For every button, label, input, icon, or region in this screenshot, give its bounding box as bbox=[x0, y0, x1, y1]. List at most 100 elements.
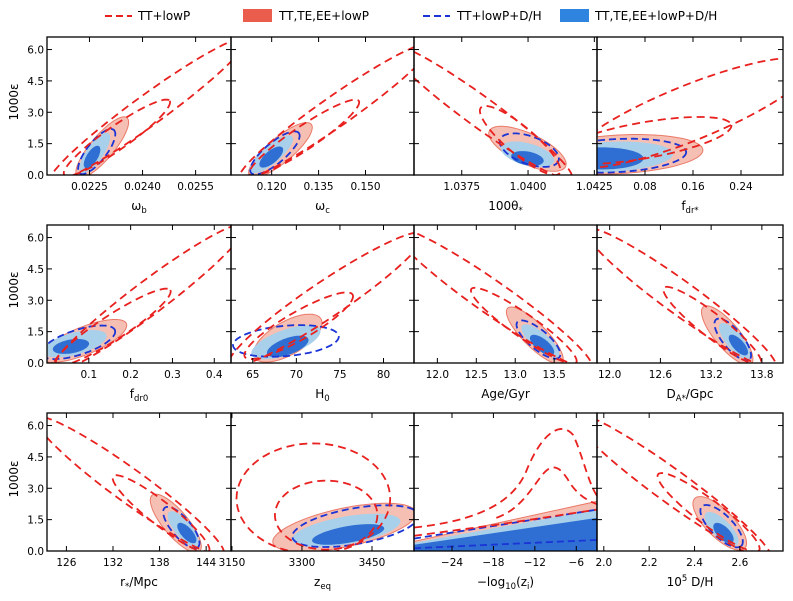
panel-z-eq: 3150 3300 3450 zeq bbox=[219, 412, 415, 592]
legend-swatch-ttteee-dh bbox=[560, 9, 589, 22]
panel-f-dr-star: 0.08 0.16 0.24 fdr* bbox=[596, 36, 784, 216]
x-tick-label-r-star-0: 126 bbox=[56, 557, 76, 569]
contour-tt-lowp-95-omega-b bbox=[50, 40, 231, 175]
x-tick-label-log-zi-1: −18 bbox=[482, 557, 504, 569]
panel-frame-r-star bbox=[46, 412, 232, 552]
contour-tt-lowp-dh-omega-c bbox=[249, 130, 301, 175]
legend-label-tt-lowp-dh: TT+lowP+D/H bbox=[456, 9, 542, 23]
x-axis-label-r-star: r*/Mpc bbox=[120, 575, 158, 592]
contour-tt-lowp-dh-h0 bbox=[232, 324, 340, 358]
contour-ttteee-dh-68-f-dr0 bbox=[52, 338, 90, 354]
y-axis-label-row-0: 1000ε bbox=[7, 83, 21, 120]
contour-tt-lowp-68-log-zi bbox=[496, 466, 597, 519]
y-tick-label-f-dr0-4: 6.0 bbox=[27, 233, 44, 245]
panel-age: 12.0 12.5 13.0 13.5 Age/Gyr bbox=[413, 224, 598, 401]
x-tick-label-log-zi-0: −24 bbox=[441, 557, 463, 569]
contour-tt-lowp-68-r-star bbox=[111, 474, 211, 551]
contour-tt-lowp-68-h0 bbox=[243, 291, 354, 361]
panel-r-star: 126 132 138 144 0.0 1.5 3.0 4.5 6.0 r*/Mpc bbox=[27, 412, 232, 592]
x-tick-label-z-eq-1: 3300 bbox=[289, 557, 316, 569]
x-tick-label-theta-0: 1.0375 bbox=[443, 181, 480, 193]
panel-d-h: 2.0 2.2 2.4 2.6 105 D/H bbox=[595, 412, 784, 589]
contour-tt-lowp-95-omega-c bbox=[238, 46, 414, 175]
contour-tt-lowp-band-log-zi bbox=[414, 508, 597, 537]
x-axis-label-theta: 100θ* bbox=[488, 199, 523, 216]
contour-tt-lowp-95-age bbox=[414, 231, 593, 363]
panel-frame-f-dr-star bbox=[596, 36, 784, 176]
contour-tt-lowp-68-f-dr-star bbox=[597, 116, 733, 165]
x-axis-label-omega-b: ωb bbox=[131, 199, 146, 216]
y-tick-label-r-star-0: 0.0 bbox=[27, 546, 44, 558]
x-axis-label-age: Age/Gyr bbox=[481, 387, 530, 401]
x-tick-label-log-zi-3: −6 bbox=[569, 557, 585, 569]
x-tick-label-d-a-0: 12.0 bbox=[598, 369, 621, 381]
x-axis-label-d-h: 105 D/H bbox=[667, 574, 714, 589]
legend-label-tt-lowp: TT+lowP bbox=[137, 9, 190, 23]
y-tick-label-f-dr0-2: 3.0 bbox=[27, 295, 44, 307]
x-tick-label-f-dr-star-2: 0.24 bbox=[729, 181, 753, 193]
x-tick-label-theta-2: 1.0425 bbox=[576, 181, 613, 193]
legend-label-ttteee-dh: TT,TE,EE+lowP+D/H bbox=[594, 9, 717, 23]
x-axis-label-z-eq: zeq bbox=[314, 575, 331, 592]
contour-tt-lowp-95-z-eq bbox=[235, 442, 392, 551]
x-tick-label-age-2: 13.0 bbox=[504, 369, 527, 381]
panel-frame-omega-b bbox=[46, 36, 232, 176]
y-tick-label-omega-b-1: 1.5 bbox=[27, 139, 44, 151]
x-tick-label-z-eq-2: 3450 bbox=[359, 557, 386, 569]
y-tick-label-r-star-4: 6.0 bbox=[27, 421, 44, 433]
contour-ttteee-dh-68-d-h bbox=[713, 522, 734, 544]
panel-frame-d-h bbox=[596, 412, 784, 552]
contour-tt-lowp-dh-d-h bbox=[699, 504, 744, 549]
x-tick-label-omega-b-0: 0.0225 bbox=[71, 181, 108, 193]
x-tick-label-f-dr-star-0: 0.08 bbox=[633, 181, 656, 193]
x-tick-label-log-zi-2: −12 bbox=[524, 557, 546, 569]
contour-ttteee-dh-68-age bbox=[530, 334, 555, 356]
x-tick-label-d-a-3: 13.8 bbox=[750, 369, 773, 381]
contour-tt-lowp-dh-z-eq bbox=[291, 504, 414, 548]
x-tick-label-f-dr0-1: 0.2 bbox=[122, 369, 139, 381]
x-tick-label-d-h-2: 2.4 bbox=[686, 557, 703, 569]
contour-ttteee-dh-68-r-star bbox=[177, 522, 197, 544]
x-tick-label-z-eq-0: 3150 bbox=[219, 557, 246, 569]
contour-tt-lowp-95-d-a bbox=[597, 228, 777, 363]
contour-tt-lowp-68-f-dr0 bbox=[54, 287, 172, 363]
y-axis-label-row-1: 1000ε bbox=[7, 271, 21, 308]
x-tick-label-age-1: 12.5 bbox=[465, 369, 488, 381]
x-axis-label-log-zi: −log10(zi) bbox=[477, 575, 534, 592]
y-tick-label-omega-b-2: 3.0 bbox=[27, 107, 44, 119]
x-tick-label-f-dr0-2: 0.3 bbox=[164, 369, 181, 381]
x-tick-label-omega-c-2: 0.150 bbox=[350, 181, 380, 193]
contour-tt-lowp-95-f-dr-star bbox=[597, 57, 783, 169]
contour-tt-lowp-dh-f-dr-star bbox=[597, 137, 688, 174]
x-tick-label-h0-1: 70 bbox=[290, 369, 303, 381]
contour-ttteee-dh-68-z-eq bbox=[312, 524, 385, 545]
legend-swatch-ttteee bbox=[243, 9, 272, 22]
x-tick-label-omega-b-2: 0.0255 bbox=[177, 181, 214, 193]
y-tick-label-r-star-2: 3.0 bbox=[27, 483, 44, 495]
panel-log-zi: −24 −18 −12 −6 −log10(zi) bbox=[413, 412, 598, 592]
x-axis-label-f-dr0: fdr0 bbox=[130, 387, 149, 404]
x-tick-label-d-a-2: 13.2 bbox=[699, 369, 722, 381]
x-tick-label-r-star-3: 144 bbox=[196, 557, 216, 569]
contour-ttteee-dh-68-theta bbox=[511, 151, 544, 166]
x-tick-label-h0-0: 65 bbox=[246, 369, 259, 381]
x-tick-label-r-star-1: 132 bbox=[103, 557, 123, 569]
contour-tt-lowp-68-theta bbox=[479, 105, 562, 175]
y-tick-label-r-star-1: 1.5 bbox=[27, 515, 44, 527]
y-tick-label-f-dr0-1: 1.5 bbox=[27, 327, 44, 339]
x-tick-label-omega-c-0: 0.120 bbox=[257, 181, 287, 193]
x-axis-label-d-a: DA*/Gpc bbox=[667, 387, 714, 404]
x-tick-label-age-0: 12.0 bbox=[426, 369, 449, 381]
x-tick-label-f-dr0-0: 0.1 bbox=[80, 369, 97, 381]
x-tick-label-d-h-0: 2.0 bbox=[595, 557, 612, 569]
x-tick-label-h0-2: 75 bbox=[333, 369, 346, 381]
contour-tt-lowp-68-d-h bbox=[656, 472, 761, 551]
y-tick-label-omega-b-3: 4.5 bbox=[27, 76, 44, 88]
x-tick-label-theta-1: 1.0400 bbox=[510, 181, 547, 193]
y-tick-label-omega-b-4: 6.0 bbox=[27, 45, 44, 57]
x-tick-label-f-dr-star-1: 0.16 bbox=[681, 181, 705, 193]
legend-label-ttteee: TT,TE,EE+lowP bbox=[278, 9, 369, 23]
panel-theta: 1.0375 1.0400 1.0425 100θ* bbox=[413, 36, 613, 216]
x-axis-label-omega-c: ωc bbox=[315, 199, 330, 216]
